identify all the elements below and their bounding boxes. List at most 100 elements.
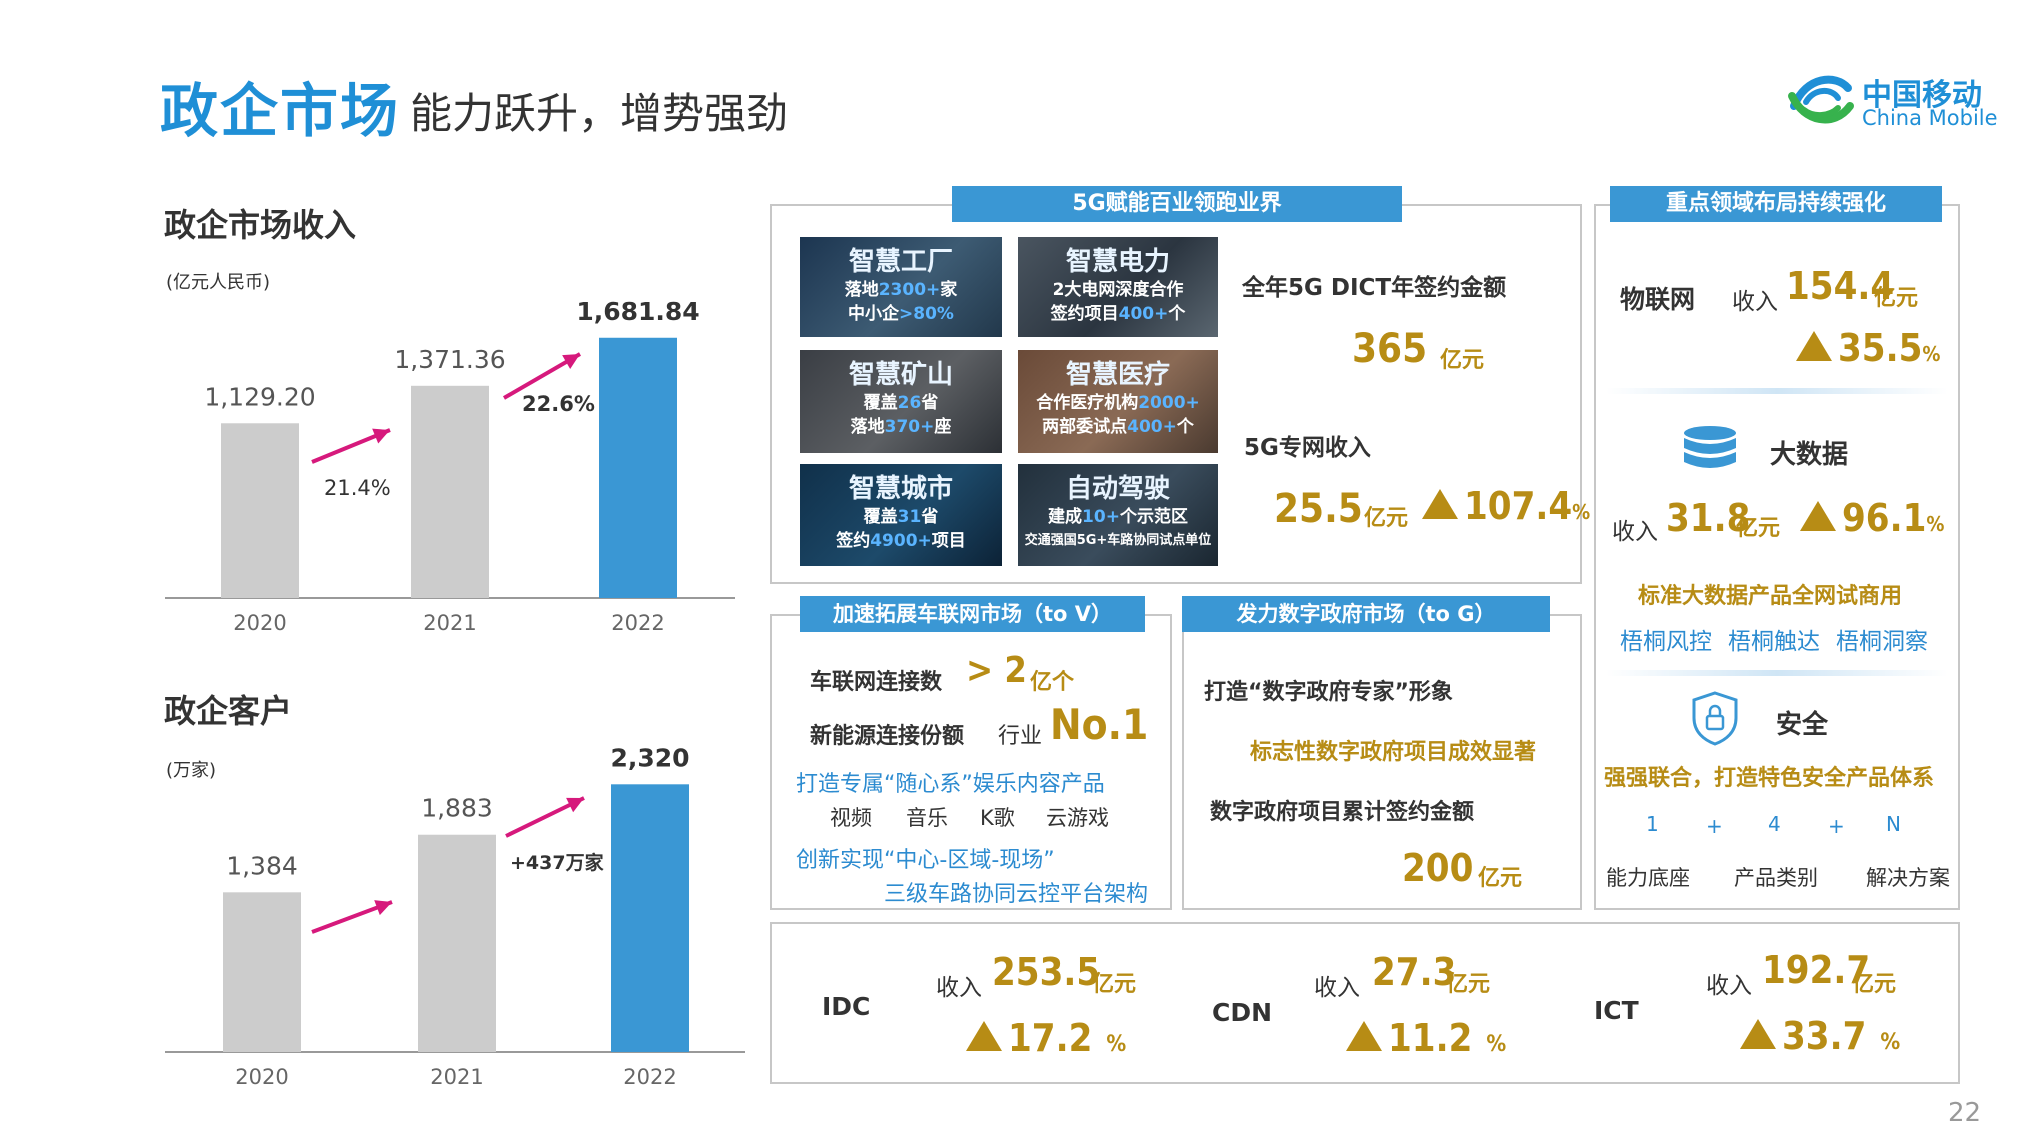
- dict-label: 全年5G DICT年签约金额: [1242, 275, 1507, 301]
- formula-plus-1: +: [1706, 814, 1723, 838]
- separator: [1606, 670, 1948, 676]
- dict-unit: 亿元: [1440, 348, 1485, 373]
- customers-growth-2022: +437万家: [510, 852, 604, 874]
- bar-value-label: 1,883: [421, 794, 493, 823]
- to-g-line-2: 标志性数字政府项目成效显著: [1250, 740, 1537, 765]
- tile-smart-medical: 智慧医疗 合作医疗机构2000+ 两部委试点400+个: [1018, 350, 1218, 453]
- growth-arrow-icon: [505, 796, 585, 838]
- tile-smart-city: 智慧城市 覆盖31省 签约4900+项目: [800, 464, 1002, 566]
- iot-value: 154.4: [1786, 264, 1895, 308]
- revenue-heading: 政企市场收入: [164, 206, 357, 244]
- separator: [1606, 388, 1948, 394]
- bar-2022: [611, 784, 689, 1052]
- security-note: 强强联合，打造特色安全产品体系: [1604, 766, 1935, 791]
- triangle-up-icon: [1422, 489, 1458, 519]
- iot-label: 物联网: [1620, 285, 1696, 314]
- nev-share-label: 新能源连接份额: [810, 724, 965, 749]
- idc-value: 253.5: [992, 950, 1101, 994]
- formula-label-solutions: 解决方案: [1866, 866, 1950, 890]
- bar-2021: [418, 834, 496, 1052]
- formula-4: 4: [1768, 812, 1781, 836]
- x-tick-label: 2020: [233, 611, 286, 635]
- to-g-unit: 亿元: [1478, 866, 1523, 891]
- x-tick-label: 2020: [235, 1065, 288, 1089]
- to-v-line-2: 创新实现“中心-区域-现场”: [796, 848, 1055, 873]
- growth-arrow-icon: [311, 428, 391, 464]
- bar-value-label: 1,129.20: [204, 382, 315, 411]
- bar-2020: [221, 423, 299, 598]
- bigdata-revenue-label: 收入: [1612, 519, 1658, 545]
- triangle-up-icon: [966, 1021, 1002, 1051]
- x-tick-label: 2021: [423, 611, 476, 635]
- triangle-up-icon: [1740, 1019, 1776, 1049]
- idc-revenue-label: 收入: [936, 975, 982, 1001]
- to-g-tag: 发力数字政府市场（to G）: [1182, 596, 1550, 632]
- tile-autonomous-driving: 自动驾驶 建成10+个示范区 交通强国5G+车路协同试点单位: [1018, 464, 1218, 566]
- to-v-line-1: 打造专属“随心系”娱乐内容产品: [796, 772, 1105, 797]
- triangle-up-icon: [1796, 331, 1832, 361]
- formula-1: 1: [1646, 812, 1659, 836]
- to-v-line-3: 三级车路协同云控平台架构: [884, 882, 1149, 907]
- cdn-revenue-label: 收入: [1314, 975, 1360, 1001]
- x-tick-label: 2021: [430, 1065, 483, 1089]
- page-number: 22: [1948, 1098, 1982, 1128]
- revenue-growth-2021: 21.4%: [324, 476, 391, 500]
- fiveg-tag: 5G赋能百业领跑业界: [952, 186, 1402, 222]
- cdn-unit: 亿元: [1446, 972, 1491, 997]
- private-network-label: 5G专网收入: [1244, 435, 1371, 461]
- bigdata-note: 标准大数据产品全网试商用: [1638, 584, 1903, 609]
- bar-2022: [599, 337, 677, 598]
- bigdata-value: 31.8: [1666, 496, 1751, 540]
- ict-growth: 33.7%: [1740, 1014, 1900, 1058]
- bar-value-label: 1,384: [226, 851, 298, 880]
- private-network-value: 25.5: [1274, 486, 1363, 532]
- logo-text-cn: 中国移动: [1862, 78, 1982, 113]
- formula-label-products: 产品类别: [1734, 866, 1818, 890]
- product-wutong-reach: 梧桐触达: [1728, 629, 1820, 655]
- formula-label-base: 能力底座: [1606, 866, 1690, 890]
- logo-text-en: China Mobile: [1862, 106, 1998, 130]
- private-network-growth: 107.4%: [1422, 484, 1590, 528]
- product-wutong-risk: 梧桐风控: [1620, 629, 1712, 655]
- idc-label: IDC: [822, 992, 871, 1021]
- x-tick-label: 2022: [611, 611, 664, 635]
- china-mobile-logo-icon: [1788, 75, 1854, 124]
- cdn-value: 27.3: [1372, 950, 1457, 994]
- dict-value: 365: [1352, 326, 1428, 372]
- growth-arrow-icon: [502, 352, 582, 400]
- iov-connections-unit: 亿个: [1030, 670, 1075, 695]
- bar-value-label: 2,320: [610, 743, 689, 772]
- idc-cdn-ict-panel: [770, 922, 1960, 1084]
- growth-arrow-icon: [311, 900, 393, 934]
- x-tick-label: 2022: [623, 1065, 676, 1089]
- ict-value: 192.7: [1762, 948, 1871, 992]
- bigdata-label: 大数据: [1770, 440, 1849, 470]
- formula-n: N: [1886, 812, 1901, 836]
- to-g-line-3: 数字政府项目累计签约金额: [1210, 800, 1475, 825]
- customers-heading: 政企客户: [164, 692, 293, 730]
- content-karaoke: K歌: [980, 806, 1015, 830]
- idc-growth: 17.2%: [966, 1016, 1126, 1060]
- nev-share-value: No.1: [1050, 700, 1149, 749]
- revenue-growth-2022: 22.6%: [522, 392, 595, 416]
- cdn-label: CDN: [1212, 998, 1273, 1027]
- page-title: 政企市场: [160, 77, 401, 145]
- content-music: 音乐: [906, 806, 948, 830]
- page-subtitle: 能力跃升，增势强劲: [410, 89, 789, 138]
- bar-value-label: 1,371.36: [394, 345, 505, 374]
- cdn-growth: 11.2%: [1346, 1016, 1506, 1060]
- bar-2021: [411, 385, 489, 598]
- product-wutong-insight: 梧桐洞察: [1836, 629, 1928, 655]
- customers-unit: (万家): [166, 760, 217, 781]
- ict-unit: 亿元: [1852, 972, 1897, 997]
- ict-label: ICT: [1594, 996, 1639, 1025]
- iov-connections-label: 车联网连接数: [810, 670, 943, 695]
- bar-2020: [223, 892, 301, 1052]
- idc-unit: 亿元: [1092, 972, 1137, 997]
- bigdata-unit: 亿元: [1736, 516, 1781, 541]
- formula-plus-2: +: [1828, 814, 1845, 838]
- database-icon: [1684, 426, 1736, 468]
- shield-lock-icon: [1692, 691, 1738, 746]
- iot-revenue-label: 收入: [1732, 289, 1778, 315]
- bar-value-label: 1,681.84: [576, 297, 699, 326]
